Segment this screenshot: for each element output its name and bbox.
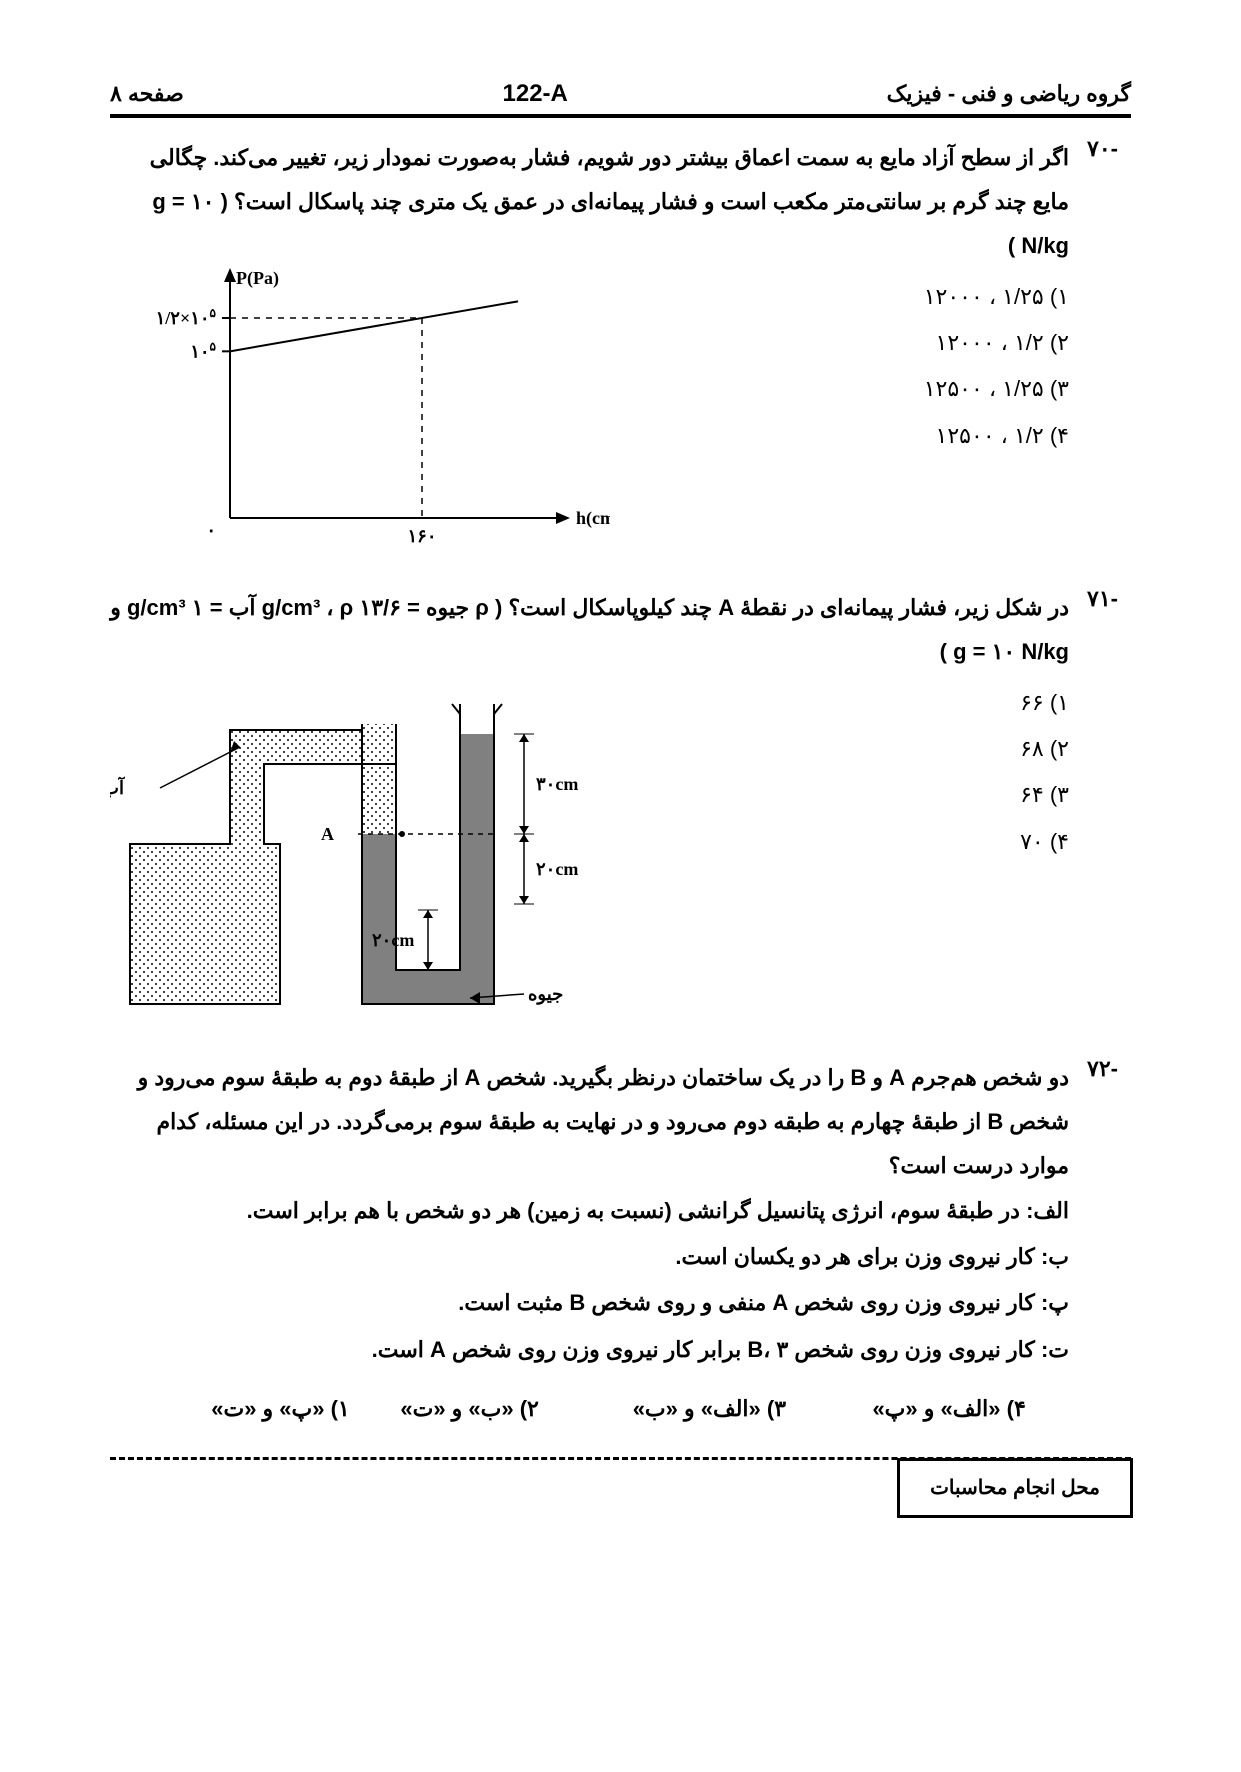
- q70-opt3: ۳) ۱/۲۵ ، ۱۲۵۰۰: [809, 366, 1069, 412]
- q72-opt3: ۳) «الف» و «ب»: [590, 1387, 830, 1431]
- q70-layout: ۱) ۱/۲۵ ، ۱۲۰۰۰ ۲) ۱/۲ ، ۱۲۰۰۰ ۳) ۱/۲۵ ،…: [110, 268, 1069, 568]
- q70-chart-svg: P(Pa) h(cm) ۰ ۱۶۰ ۱۰۵ ۱/۲×۱۰۵: [110, 268, 610, 568]
- header-left: صفحه ۸: [110, 81, 184, 107]
- q70-options: ۱) ۱/۲۵ ، ۱۲۰۰۰ ۲) ۱/۲ ، ۱۲۰۰۰ ۳) ۱/۲۵ ،…: [809, 274, 1069, 459]
- q72-opt4: ۴) «الف» و «پ»: [829, 1387, 1069, 1431]
- svg-text:آب: آب: [110, 776, 126, 798]
- q72-st-b: ب: کار نیروی وزن برای هر دو یکسان است.: [110, 1234, 1069, 1280]
- svg-text:A: A: [321, 824, 334, 844]
- question-70: -۷۰ اگر از سطح آزاد مایع به سمت اعماق بی…: [110, 136, 1131, 568]
- q72-options: ۱) «پ» و «ت» ۲) «ب» و «ت» ۳) «الف» و «ب»…: [110, 1387, 1069, 1431]
- question-71: -۷۱ در شکل زیر، فشار پیمانه‌ای در نقطهٔ …: [110, 586, 1131, 1034]
- q70-opt4: ۴) ۱/۲ ، ۱۲۵۰۰: [809, 413, 1069, 459]
- q72-statements: الف: در طبقهٔ سوم، انرژی پتانسیل گرانشی …: [110, 1188, 1069, 1373]
- q72-number: -۷۲: [1087, 1056, 1131, 1431]
- svg-text:۰: ۰: [206, 520, 216, 540]
- q70-opt1: ۱) ۱/۲۵ ، ۱۲۰۰۰: [809, 274, 1069, 320]
- q72-opt1: ۱) «پ» و «ت»: [110, 1387, 350, 1431]
- calc-box-label: محل انجام محاسبات: [930, 1475, 1100, 1500]
- q71-opt1: ۱) ۶۶: [869, 680, 1069, 726]
- q71-opt3: ۳) ۶۴: [869, 772, 1069, 818]
- q71-number: -۷۱: [1087, 586, 1131, 1034]
- q71-layout: ۱) ۶۶ ۲) ۶۸ ۳) ۶۴ ۴) ۷۰ ۳۰cm ۲۰cm ۲۰cm A جیو…: [110, 674, 1069, 1034]
- q71-options: ۱) ۶۶ ۲) ۶۸ ۳) ۶۴ ۴) ۷۰: [869, 680, 1069, 865]
- q72-st-d: ت: کار نیروی وزن روی شخص B، ۳ برابر کار …: [110, 1327, 1069, 1373]
- header-right: گروه ریاضی و فنی - فیزیک: [887, 81, 1131, 107]
- q71-opt2: ۲) ۶۸: [869, 726, 1069, 772]
- q70-text: اگر از سطح آزاد مایع به سمت اعماق بیشتر …: [150, 145, 1069, 258]
- q71-figure-svg: ۳۰cm ۲۰cm ۲۰cm A جیوه آب: [110, 674, 630, 1034]
- svg-text:جیوه: جیوه: [528, 984, 563, 1005]
- q70-body: اگر از سطح آزاد مایع به سمت اعماق بیشتر …: [110, 136, 1069, 568]
- page-header: گروه ریاضی و فنی - فیزیک 122-A صفحه ۸: [110, 80, 1131, 118]
- svg-text:۳۰cm: ۳۰cm: [536, 774, 578, 794]
- q72-opt2: ۲) «ب» و «ت»: [350, 1387, 590, 1431]
- q72-body: دو شخص هم‌جرم A و B را در یک ساختمان درن…: [110, 1056, 1069, 1431]
- q71-figure: ۳۰cm ۲۰cm ۲۰cm A جیوه آب: [110, 674, 849, 1034]
- q71-text: در شکل زیر، فشار پیمانه‌ای در نقطهٔ A چن…: [110, 595, 1069, 664]
- q70-chart: P(Pa) h(cm) ۰ ۱۶۰ ۱۰۵ ۱/۲×۱۰۵: [110, 268, 789, 568]
- svg-text:h(cm): h(cm): [576, 508, 610, 529]
- q72-st-c: پ: کار نیروی وزن روی شخص A منفی و روی شخ…: [110, 1280, 1069, 1326]
- question-72: -۷۲ دو شخص هم‌جرم A و B را در یک ساختمان…: [110, 1056, 1131, 1431]
- q72-text: دو شخص هم‌جرم A و B را در یک ساختمان درن…: [138, 1065, 1069, 1178]
- q70-number: -۷۰: [1087, 136, 1131, 568]
- q71-body: در شکل زیر، فشار پیمانه‌ای در نقطهٔ A چن…: [110, 586, 1069, 1034]
- header-center: 122-A: [503, 80, 568, 108]
- svg-text:۱/۲×۱۰۵: ۱/۲×۱۰۵: [156, 306, 217, 328]
- svg-text:۲۰cm: ۲۰cm: [372, 930, 414, 950]
- page: گروه ریاضی و فنی - فیزیک 122-A صفحه ۸ -۷…: [0, 0, 1241, 1772]
- svg-text:۱۰۵: ۱۰۵: [190, 339, 216, 361]
- svg-text:۱۶۰: ۱۶۰: [407, 526, 436, 546]
- svg-text:۲۰cm: ۲۰cm: [536, 859, 578, 879]
- q70-opt2: ۲) ۱/۲ ، ۱۲۰۰۰: [809, 320, 1069, 366]
- q72-st-a: الف: در طبقهٔ سوم، انرژی پتانسیل گرانشی …: [110, 1188, 1069, 1234]
- svg-text:P(Pa): P(Pa): [236, 268, 279, 289]
- q71-opt4: ۴) ۷۰: [869, 819, 1069, 865]
- calc-box: محل انجام محاسبات: [897, 1458, 1133, 1518]
